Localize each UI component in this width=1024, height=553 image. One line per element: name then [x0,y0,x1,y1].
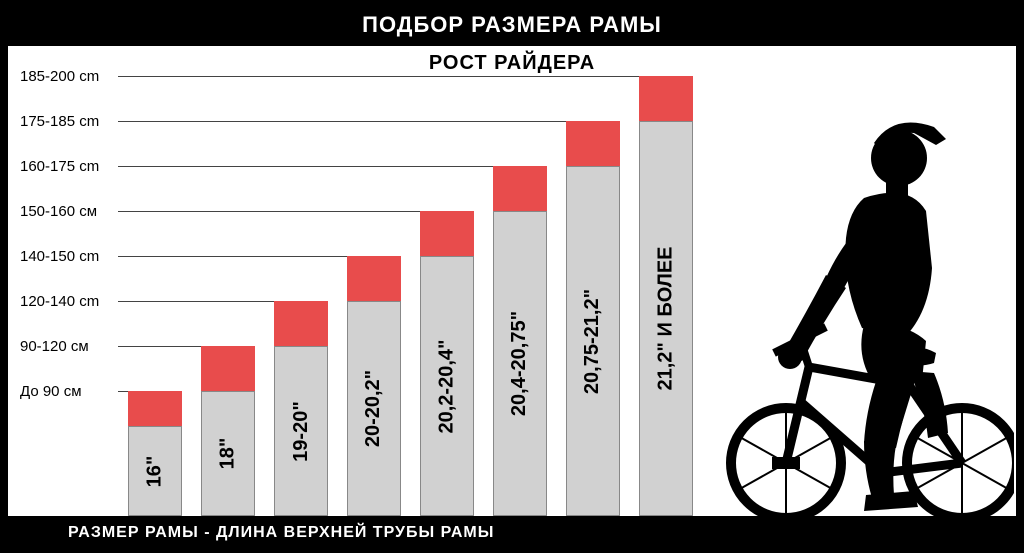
bar-cap [128,391,182,426]
bar-label: 21,2" И БОЛЕЕ [655,246,678,390]
bar-cap [420,211,474,256]
bar-body: 18" [201,391,255,516]
chart-panel: РОСТ РАЙДЕРА 185-200 cm175-185 cm160-175… [8,46,1016,516]
bar-label: 18" [216,438,239,470]
bar-label: 20,2-20,4" [436,339,459,433]
y-axis-label: 185-200 cm [20,68,99,85]
bar-cap [347,256,401,301]
bar-label: 16" [143,455,166,487]
bar: 20,75-21,2" [566,121,620,516]
bar-body: 19-20" [274,346,328,516]
y-axis-label: До 90 см [20,383,82,400]
bar-label: 20,4-20,75" [509,311,532,416]
bar-body: 20,75-21,2" [566,166,620,516]
bar: 19-20" [274,301,328,516]
chart-container: ПОДБОР РАЗМЕРА РАМЫ РОСТ РАЙДЕРА 185-200… [0,0,1024,553]
bar-cap [274,301,328,346]
bar-body: 16" [128,426,182,516]
bar: 21,2" И БОЛЕЕ [639,76,693,516]
y-axis-label: 90-120 см [20,338,89,355]
bar-label: 20-20,2" [363,370,386,447]
rider-silhouette [714,103,1014,521]
bar-cap [639,76,693,121]
bar: 18" [201,346,255,516]
bar-body: 20,2-20,4" [420,256,474,516]
bar: 20,2-20,4" [420,211,474,516]
bars-area: 16" 18" 19-20" 20-20,2" 20,2-20,4" 20,4-20,75… [128,46,728,516]
y-axis-label: 140-150 cm [20,248,99,265]
bar-body: 20,4-20,75" [493,211,547,516]
y-axis-label: 150-160 см [20,203,97,220]
bar-body: 21,2" И БОЛЕЕ [639,121,693,516]
bar-label: 20,75-21,2" [582,288,605,393]
y-axis-label: 120-140 cm [20,293,99,310]
bar-cap [493,166,547,211]
chart-title: ПОДБОР РАЗМЕРА РАМЫ [8,8,1016,46]
y-axis-label: 160-175 cm [20,158,99,175]
bar-body: 20-20,2" [347,301,401,516]
y-axis-label: 175-185 cm [20,113,99,130]
bar: 16" [128,391,182,516]
bar-label: 19-20" [290,401,313,462]
bar-cap [201,346,255,391]
bar: 20,4-20,75" [493,166,547,516]
bar-cap [566,121,620,166]
bar: 20-20,2" [347,256,401,516]
